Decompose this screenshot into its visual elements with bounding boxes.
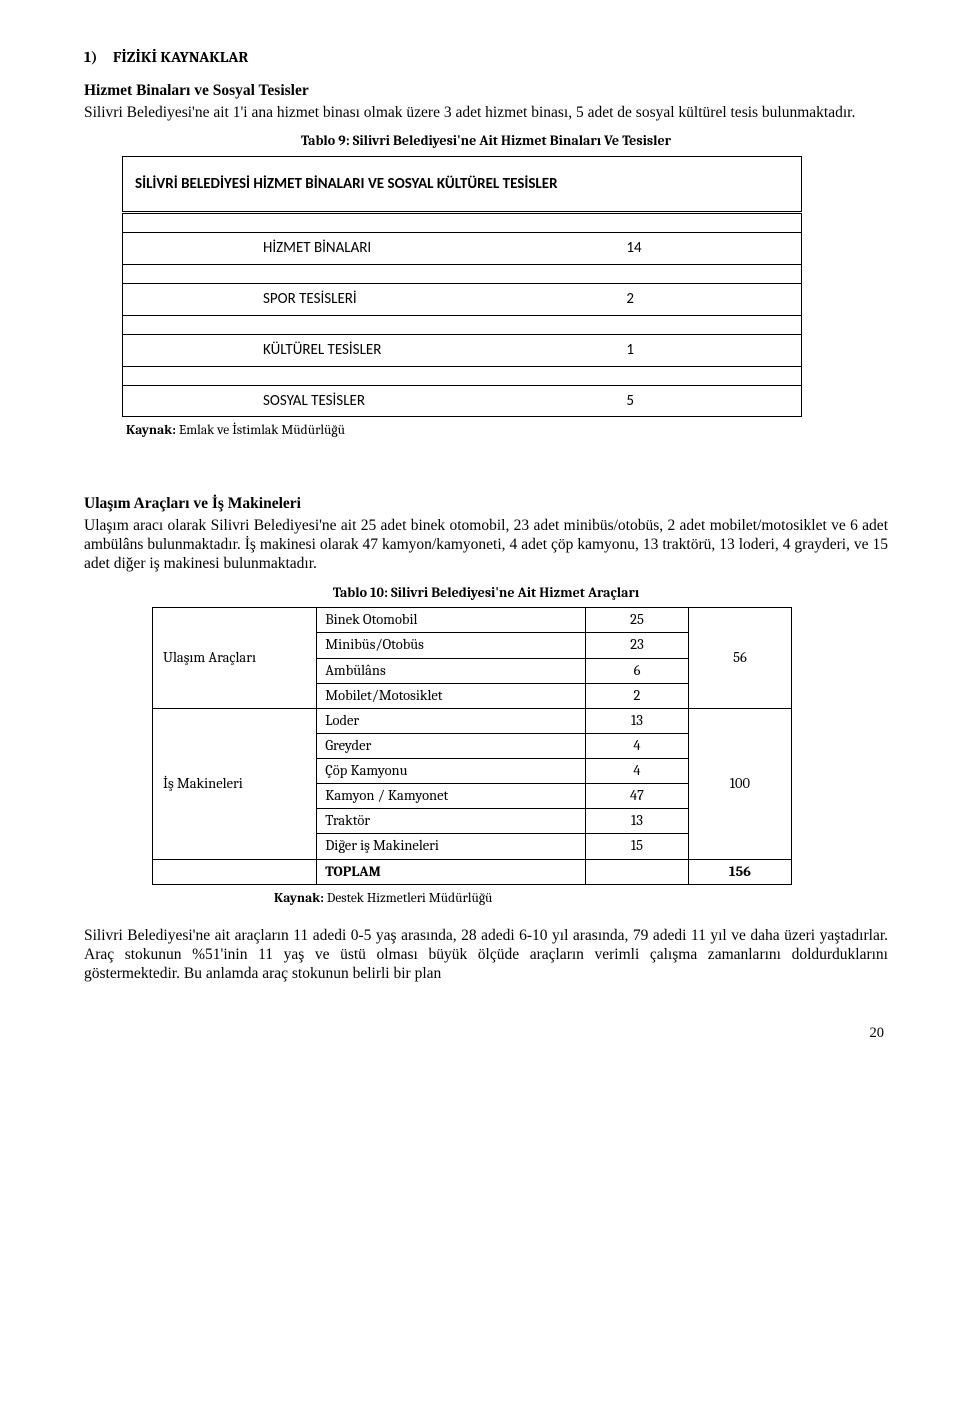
subheading-hizmet-binalari: Hizmet Binaları ve Sosyal Tesisler xyxy=(84,81,888,100)
table10-subtotal: 100 xyxy=(688,708,791,859)
table9-header: SİLİVRİ BELEDİYESİ HİZMET BİNALARI VE SO… xyxy=(123,156,802,213)
table10-value: 4 xyxy=(586,759,689,784)
table10-value: 13 xyxy=(586,708,689,733)
table10-value: 6 xyxy=(586,658,689,683)
table10-item: Binek Otomobil xyxy=(317,608,586,633)
table9-spacer xyxy=(123,213,802,233)
table10: Ulaşım Araçları Binek Otomobil 25 56 Min… xyxy=(152,607,792,884)
table9-caption: Tablo 9: Silivri Belediyesi'ne Ait Hizme… xyxy=(84,132,888,150)
table10-item: Kamyon / Kamyonet xyxy=(317,784,586,809)
table9-spacer xyxy=(123,265,802,284)
table10-value: 47 xyxy=(586,784,689,809)
table10-item: Loder xyxy=(317,708,586,733)
table-row: KÜLTÜREL TESİSLER 1 xyxy=(123,334,802,366)
table10-item: Mobilet/Motosiklet xyxy=(317,683,586,708)
table-row: SPOR TESİSLERİ 2 xyxy=(123,284,802,316)
table-row: SOSYAL TESİSLER 5 xyxy=(123,385,802,417)
table10-value: 2 xyxy=(586,683,689,708)
table10-caption: Tablo 10: Silivri Belediyesi'ne Ait Hizm… xyxy=(84,584,888,602)
toplam-value: 156 xyxy=(688,859,791,884)
table9-row-label: HİZMET BİNALARI xyxy=(263,239,623,258)
table9-spacer xyxy=(123,366,802,385)
table10-subtotal: 56 xyxy=(688,608,791,709)
table-row: HİZMET BİNALARI 14 xyxy=(123,233,802,265)
page-number: 20 xyxy=(84,1024,888,1042)
kaynak-value: Destek Hizmetleri Müdürlüğü xyxy=(327,891,492,906)
table10-value: 15 xyxy=(586,834,689,859)
paragraph-3: Silivri Belediyesi'ne ait araçların 11 a… xyxy=(84,926,888,984)
table10-item: Ambülâns xyxy=(317,658,586,683)
table10-category: İş Makineleri xyxy=(153,708,317,859)
table10-value: 13 xyxy=(586,809,689,834)
table9-source: Kaynak: Emlak ve İstimlak Müdürlüğü xyxy=(126,423,888,440)
subheading-ulasim: Ulaşım Araçları ve İş Makineleri xyxy=(84,494,888,513)
table9-row-label: SOSYAL TESİSLER xyxy=(263,392,623,411)
table10-item: Diğer iş Makineleri xyxy=(317,834,586,859)
table9-row-value: 1 xyxy=(626,341,686,360)
table-row: Ulaşım Araçları Binek Otomobil 25 56 xyxy=(153,608,792,633)
paragraph-2: Ulaşım aracı olarak Silivri Belediyesi'n… xyxy=(84,516,888,574)
table9-row-value: 2 xyxy=(626,290,686,309)
table9-spacer xyxy=(123,315,802,334)
table9-row-label: SPOR TESİSLERİ xyxy=(263,290,623,309)
section-number: 1) xyxy=(84,48,97,66)
table10-value: 23 xyxy=(586,633,689,658)
table10-value: 25 xyxy=(586,608,689,633)
table10-value: 4 xyxy=(586,733,689,758)
table10-category: Ulaşım Araçları xyxy=(153,608,317,709)
table9: SİLİVRİ BELEDİYESİ HİZMET BİNALARI VE SO… xyxy=(122,156,802,418)
table9-row-value: 5 xyxy=(626,392,686,411)
kaynak-label: Kaynak: xyxy=(126,423,176,438)
section-heading: 1) FİZİKİ KAYNAKLAR xyxy=(84,48,888,67)
kaynak-value: Emlak ve İstimlak Müdürlüğü xyxy=(179,423,345,438)
table10-item: Çöp Kamyonu xyxy=(317,759,586,784)
toplam-label: TOPLAM xyxy=(317,859,586,884)
table10-item: Greyder xyxy=(317,733,586,758)
paragraph-1: Silivri Belediyesi'ne ait 1'i ana hizmet… xyxy=(84,103,888,122)
table9-row-value: 14 xyxy=(626,239,686,258)
table10-item: Minibüs/Otobüs xyxy=(317,633,586,658)
kaynak-label: Kaynak: xyxy=(274,891,324,906)
table10-total-row: TOPLAM 156 xyxy=(153,859,792,884)
table-row: İş Makineleri Loder 13 100 xyxy=(153,708,792,733)
table10-source: Kaynak: Destek Hizmetleri Müdürlüğü xyxy=(274,891,888,908)
table9-row-label: KÜLTÜREL TESİSLER xyxy=(263,341,623,360)
section-title: FİZİKİ KAYNAKLAR xyxy=(113,48,248,66)
table10-item: Traktör xyxy=(317,809,586,834)
